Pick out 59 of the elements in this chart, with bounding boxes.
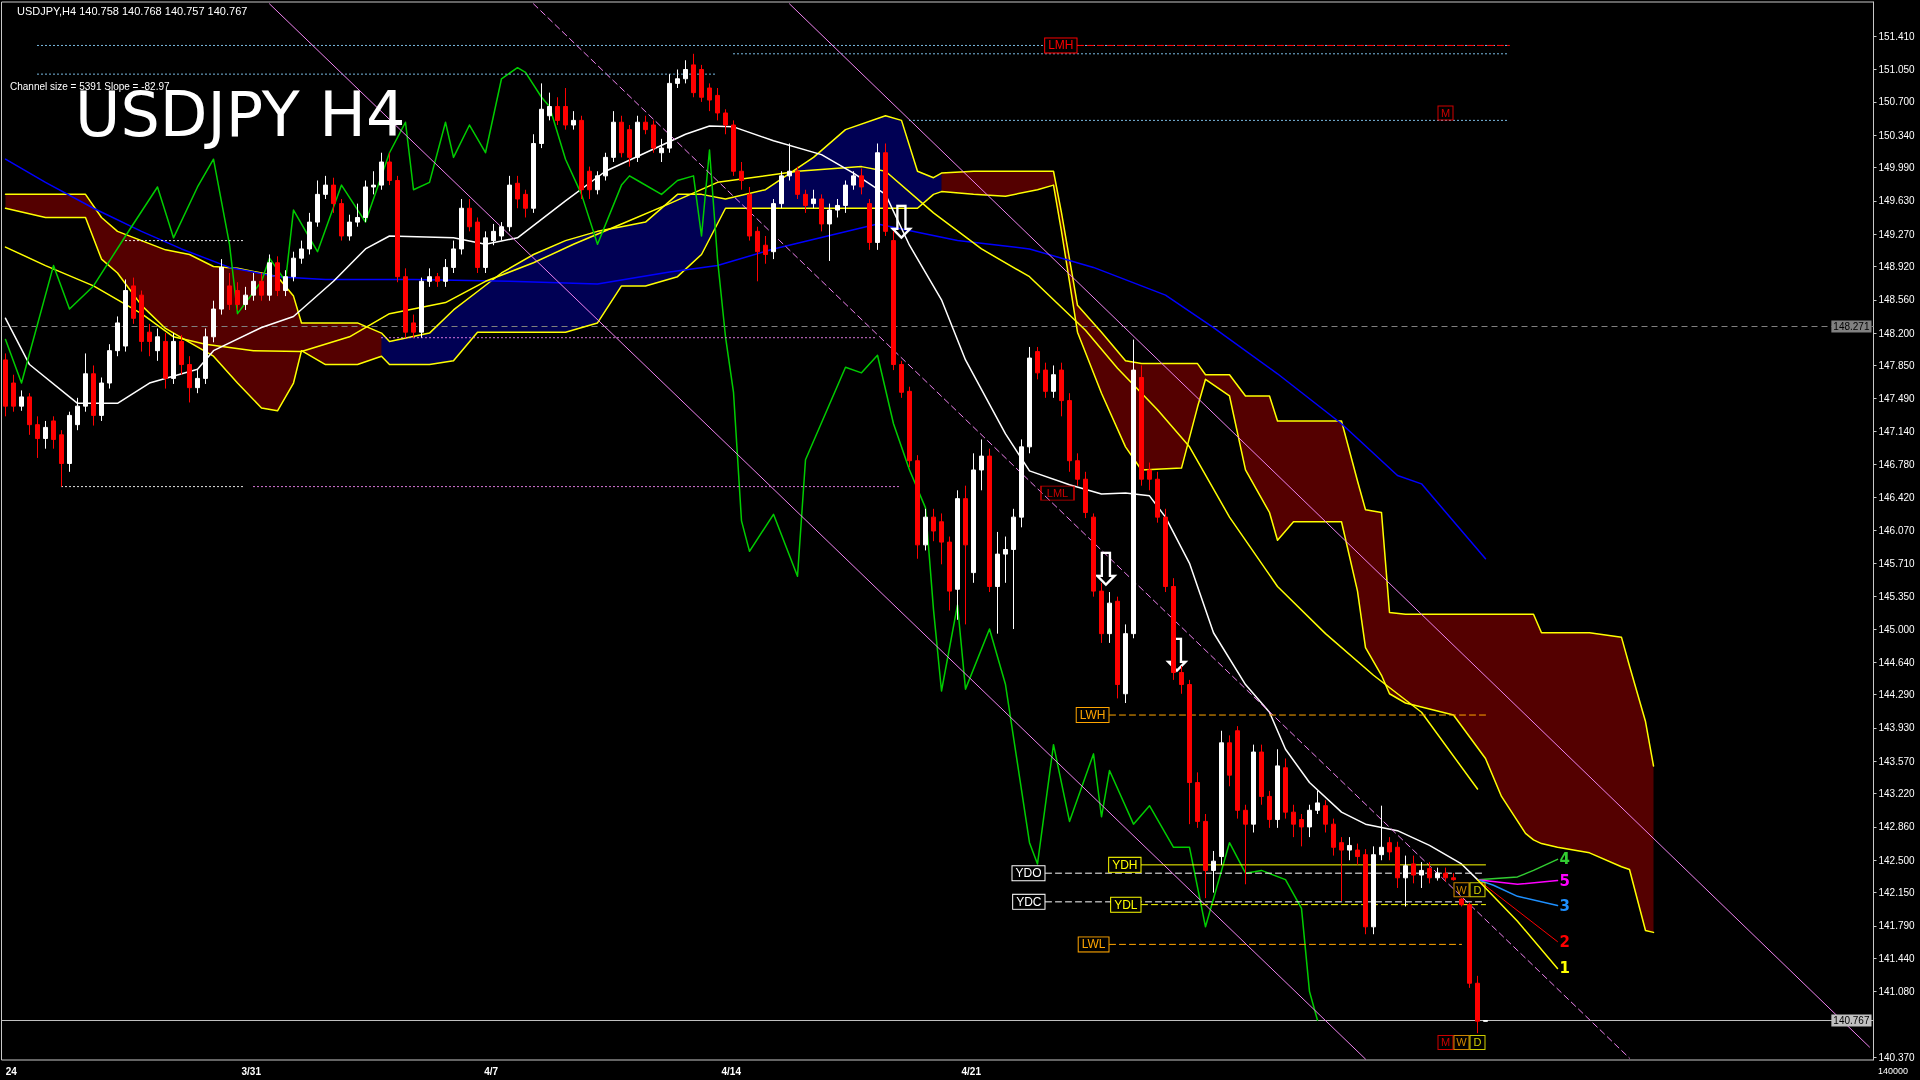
y-tick-label: 151.410: [1878, 30, 1916, 42]
annotation: ⇩: [1086, 542, 1126, 596]
y-tick-label: 148.920: [1878, 261, 1916, 272]
y-tick-label: 141.790: [1878, 920, 1916, 932]
ref-line-label: 148.271: [1833, 321, 1870, 333]
series-label: 5: [1559, 871, 1570, 890]
x-tick-label: 4/21: [961, 1065, 982, 1077]
y-tick-label: 144.640: [1878, 656, 1916, 668]
x-tick-label: 4/14: [721, 1065, 742, 1077]
y-tick-label: 143.220: [1878, 788, 1916, 800]
x-tick-label: 4/7: [484, 1065, 499, 1077]
y-tick-label: 142.500: [1878, 854, 1916, 866]
series-label: M: [1440, 106, 1451, 119]
series-label: D: [1473, 883, 1482, 896]
series-label: 4: [1559, 850, 1570, 869]
text: W: [1456, 1036, 1467, 1049]
y-tick-label: 149.990: [1878, 162, 1916, 174]
y-tick-label: 143.930: [1878, 722, 1916, 734]
y-tick-label: 147.850: [1878, 359, 1916, 371]
series-label: YDO: [1015, 866, 1042, 881]
y-tick-label: 151.050: [1878, 64, 1916, 76]
y-tick-label: 150.340: [1878, 129, 1916, 141]
y-tick-label: 147.490: [1878, 393, 1916, 405]
y-tick-label: 147.140: [1878, 425, 1916, 437]
text: 140000: [1878, 1065, 1909, 1076]
y-tick-label: 145.710: [1878, 557, 1916, 569]
y-tick-label: 141.440: [1878, 952, 1916, 964]
series-label: YDC: [1016, 894, 1042, 909]
y-tick-label: 145.350: [1878, 591, 1916, 603]
y-tick-label: 142.860: [1878, 821, 1916, 833]
y-tick-label: 146.780: [1878, 458, 1916, 470]
y-tick-label: 143.570: [1878, 755, 1916, 767]
text: D: [1473, 1036, 1482, 1049]
ref-line-label: 140.767: [1833, 1015, 1870, 1027]
y-tick-label: 148.200: [1878, 327, 1916, 339]
series-label: YDL: [1114, 897, 1138, 912]
y-tick-label: 144.290: [1878, 689, 1916, 701]
y-tick-label: 141.080: [1878, 986, 1916, 998]
text: M: [1440, 1036, 1451, 1049]
series-label: LWH: [1079, 708, 1106, 723]
y-tick-label: 150.700: [1878, 96, 1916, 108]
series-label: LMH: [1048, 38, 1074, 53]
series-label: 3: [1559, 896, 1570, 915]
annotation: USDJPY,H4 140.758 140.768 140.757 140.767: [17, 4, 248, 17]
y-tick-label: 149.630: [1878, 195, 1916, 207]
series-label: W: [1456, 883, 1468, 896]
y-tick-label: 149.270: [1878, 228, 1916, 240]
series-label: LWL: [1081, 937, 1106, 952]
y-tick-label: 145.000: [1878, 623, 1916, 635]
series-label: 1: [1559, 959, 1570, 978]
series-label: 2: [1559, 932, 1570, 951]
series-label: YDH: [1112, 857, 1138, 872]
y-tick-label: 142.150: [1878, 887, 1916, 899]
y-tick-label: 148.560: [1878, 294, 1916, 306]
y-tick-label: 146.420: [1878, 492, 1916, 504]
x-tick-label: 24: [5, 1065, 18, 1077]
x-tick-label: 3/31: [241, 1065, 262, 1077]
y-tick-label: 140.370: [1878, 1051, 1916, 1063]
y-tick-label: 146.070: [1878, 524, 1916, 536]
